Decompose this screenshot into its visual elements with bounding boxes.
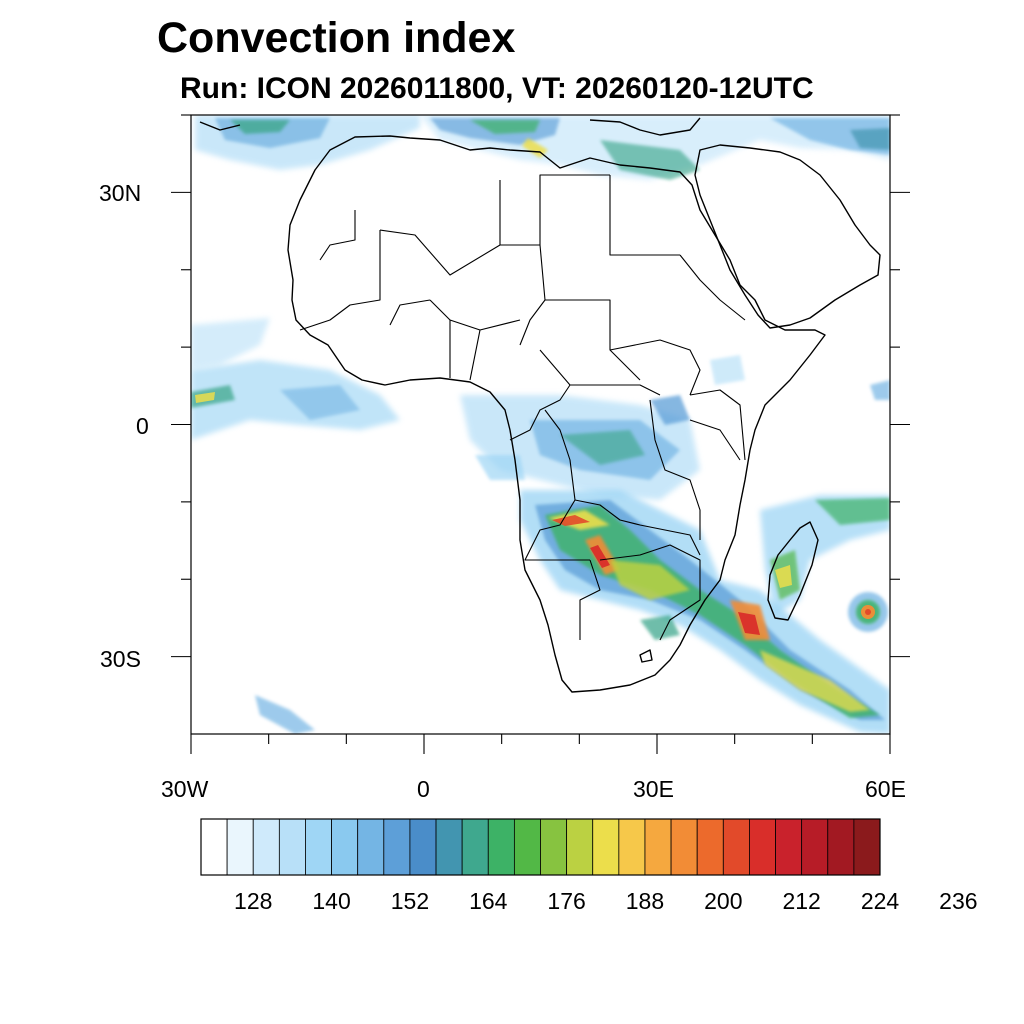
colorbar-box [513,818,541,876]
convection-south-atlantic [255,695,315,734]
colorbar-box [226,818,254,876]
colorbar-box [618,818,646,876]
lon-label-30w: 30W [161,776,209,802]
lat-label-30n: 30N [99,180,142,206]
convection-madagascar [760,495,890,615]
convection-mediterranean [195,115,890,180]
colorbar-box [722,818,750,876]
colorbar-box [566,818,594,876]
chart-subtitle: Run: ICON 2026011800, VT: 20260120-12UTC [180,72,814,105]
lesotho-border [639,649,653,663]
colorbar-box [305,818,332,876]
lon-label-0: 0 [417,776,430,802]
lon-label-30e: 30E [633,776,674,802]
iberia-coast [199,121,241,131]
colorbar-box [461,818,489,876]
colorbar-frame [200,818,881,876]
colorbar-box [331,818,359,876]
colorbar-tick-label: 128 [234,888,273,914]
colorbar-box [278,818,306,876]
colorbar-box [383,818,411,876]
convection-southern-africa-band [520,490,890,734]
colorbar-box [435,818,463,876]
chart-title: Convection index [157,14,516,62]
lon-label-60e: 60E [865,776,906,802]
madagascar-coastline [767,521,819,621]
colorbar-tick-label: 224 [860,888,900,914]
convection-field [191,115,890,734]
colorbar-box [644,818,672,876]
country-borders [299,174,746,641]
colorbar-box [775,818,803,876]
coastlines [199,117,881,693]
colorbar-tick-label: 164 [469,888,508,914]
lat-label-30s: 30S [100,646,141,672]
colorbar-tick-label: 200 [704,888,743,914]
convection-cyclone-mascarenes [848,592,888,632]
colorbar-tick-label: 212 [782,888,821,914]
colorbar-box [409,818,437,876]
mediterranean-north-coast [589,117,701,136]
colorbar-tick-label: 140 [312,888,351,914]
africa-coastline [287,135,826,693]
colorbar-box [357,818,385,876]
lat-label-0: 0 [136,413,149,439]
colorbar-box [853,818,881,876]
colorbar-box [801,818,829,876]
arabia-coastline [694,144,881,329]
convection-atlantic-itcz [191,318,890,440]
colorbar-tick-label: 176 [547,888,586,914]
colorbar-tick-label: 188 [625,888,665,914]
colorbar-box [670,818,698,876]
convection-congo-basin [460,355,745,500]
colorbar-tick-label: 152 [390,888,430,914]
colorbar-box [827,818,855,876]
colorbar-box [487,818,515,876]
colorbar-tick-label: 236 [939,888,978,914]
colorbar-boxes [200,818,881,876]
colorbar-box [749,818,776,876]
colorbar-box [696,818,724,876]
colorbar-box [252,818,280,876]
colorbar-box [592,818,620,876]
map-ticks [171,114,910,754]
colorbar-box [540,818,568,876]
colorbar-box [200,818,228,876]
